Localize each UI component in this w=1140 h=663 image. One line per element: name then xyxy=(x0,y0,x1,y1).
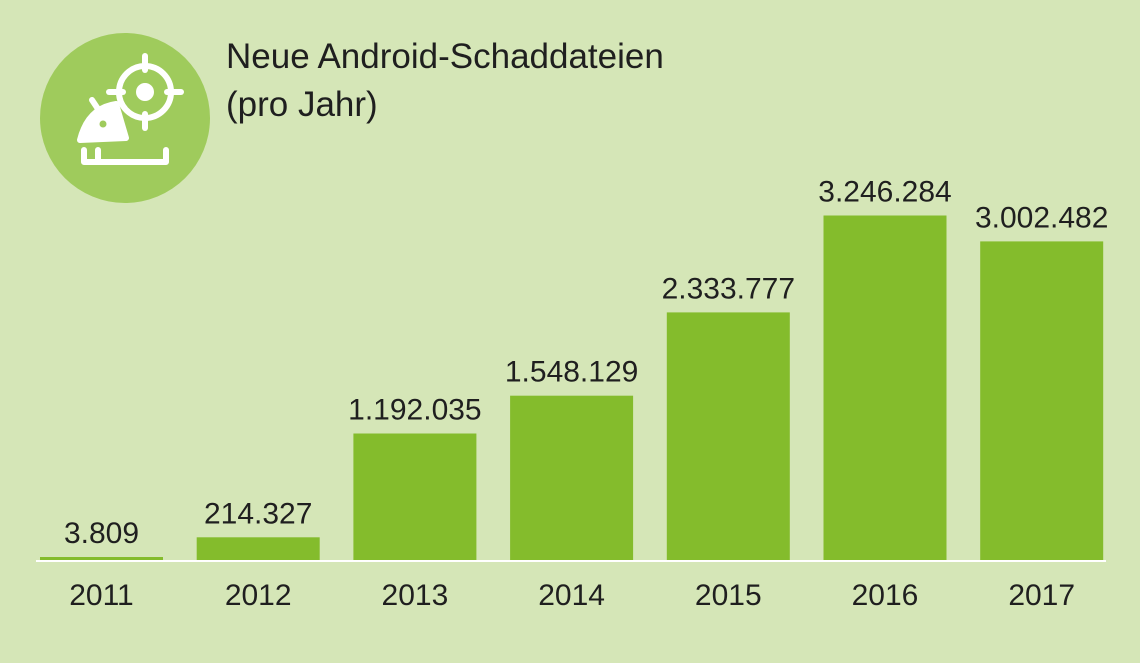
value-label-2013: 1.192.035 xyxy=(348,394,481,427)
value-label-2011: 3.809 xyxy=(64,517,139,550)
android-eye xyxy=(99,120,107,128)
value-label-2016: 3.246.284 xyxy=(818,176,951,209)
bar-2015 xyxy=(666,312,790,560)
android-target-icon xyxy=(40,33,210,203)
crosshair-center xyxy=(136,83,154,101)
bar-2013 xyxy=(353,433,477,560)
bar-2016 xyxy=(823,215,947,560)
icon-circle xyxy=(40,33,210,203)
value-label-2017: 3.002.482 xyxy=(975,201,1108,234)
chart-title: Neue Android-Schaddateien xyxy=(226,37,664,76)
value-labels-group: 3.809 214.327 1.192.035 1.548.129 2.333.777 3… xyxy=(64,176,1108,551)
android-antenna xyxy=(89,97,103,115)
bar-2012 xyxy=(196,537,320,560)
category-labels-group: 2011 2012 2013 2014 2015 2016 2017 xyxy=(69,579,1075,612)
android-body xyxy=(81,147,169,165)
bars-group xyxy=(40,215,1104,560)
category-label-2013: 2013 xyxy=(382,579,449,612)
chart-subtitle: (pro Jahr) xyxy=(226,85,378,124)
bar-2017 xyxy=(980,241,1104,560)
bar-2011 xyxy=(40,557,163,560)
category-label-2017: 2017 xyxy=(1008,579,1075,612)
value-label-2015: 2.333.777 xyxy=(662,272,795,305)
category-label-2014: 2014 xyxy=(538,579,605,612)
category-label-2011: 2011 xyxy=(69,579,134,612)
value-label-2012: 214.327 xyxy=(204,497,312,530)
category-label-2015: 2015 xyxy=(695,579,762,612)
value-label-2014: 1.548.129 xyxy=(505,356,638,389)
bar-2014 xyxy=(510,395,634,560)
category-label-2012: 2012 xyxy=(225,579,292,612)
category-label-2016: 2016 xyxy=(852,579,919,612)
